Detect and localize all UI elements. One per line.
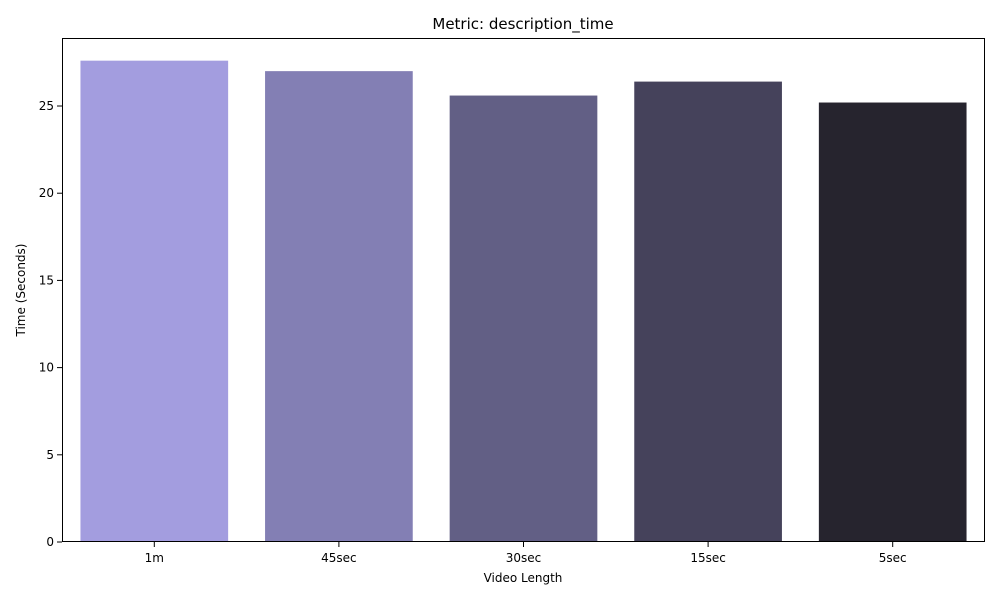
bar-1m xyxy=(80,60,229,543)
x-axis-label: Video Length xyxy=(484,571,563,585)
x-tick-label: 5sec xyxy=(879,551,907,565)
x-tick-label: 1m xyxy=(145,551,164,565)
x-tick-label: 30sec xyxy=(506,551,542,565)
y-tick-label: 0 xyxy=(46,535,54,549)
x-tick-label: 15sec xyxy=(690,551,726,565)
bar-15sec xyxy=(634,81,782,542)
bar-30sec xyxy=(449,95,598,542)
y-tick-label: 5 xyxy=(46,448,54,462)
plot-frame xyxy=(62,38,985,542)
x-axis-ticks: 1m 45sec 30sec 15sec 5sec xyxy=(145,542,907,565)
y-tick-label: 20 xyxy=(39,186,54,200)
chart-title: Metric: description_time xyxy=(432,15,613,34)
y-tick-label: 25 xyxy=(39,99,54,113)
bar-45sec xyxy=(265,71,413,542)
y-tick-label: 15 xyxy=(39,273,54,287)
y-axis-ticks: 0 5 10 15 20 25 xyxy=(39,99,62,549)
x-tick-label: 45sec xyxy=(321,551,357,565)
bar-5sec xyxy=(818,102,967,543)
bars-group xyxy=(80,60,967,543)
y-tick-label: 10 xyxy=(39,361,54,375)
y-axis-label: Time (Seconds) xyxy=(14,244,28,338)
